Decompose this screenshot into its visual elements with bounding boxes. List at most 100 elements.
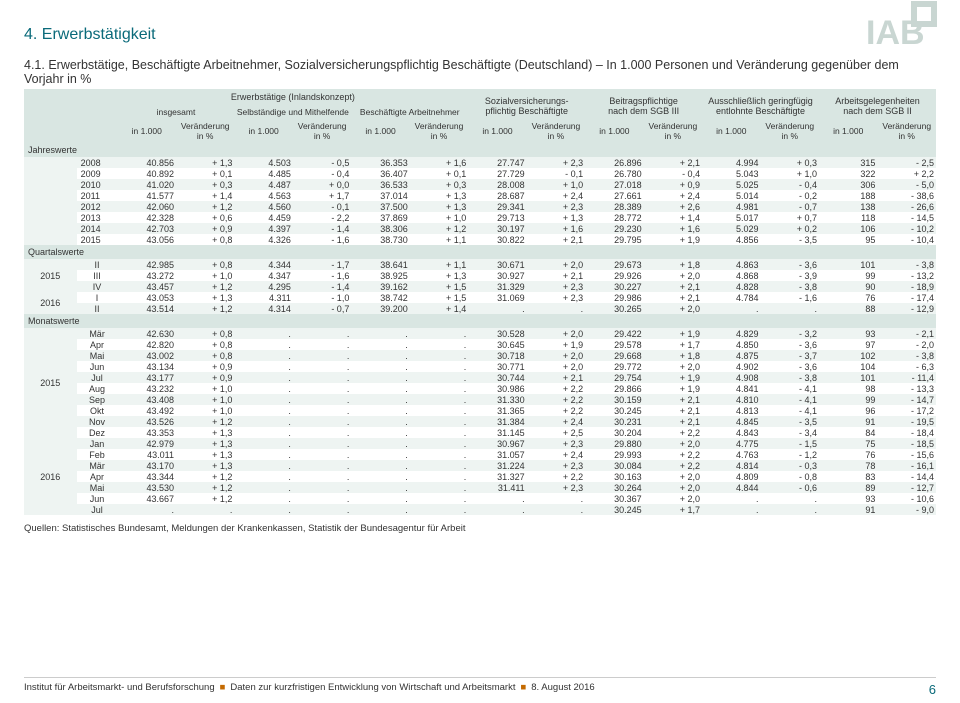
cell: + 2,4 <box>644 190 702 201</box>
cell: 76 <box>819 292 877 303</box>
cell: 4.850 <box>702 339 760 350</box>
cell: 93 <box>819 328 877 339</box>
cell: + 1,1 <box>410 259 468 270</box>
cell: 5.043 <box>702 168 760 179</box>
cell: . <box>293 416 351 427</box>
section-header: Jahreswerte <box>24 143 936 157</box>
cell: + 2,1 <box>644 281 702 292</box>
cell: + 0,3 <box>410 179 468 190</box>
cell: + 1,0 <box>527 179 585 190</box>
cell: 78 <box>819 460 877 471</box>
cell: + 0,7 <box>761 212 819 223</box>
table-row: 200940.892+ 0,14.485- 0,436.407+ 0,127.7… <box>24 168 936 179</box>
cell: . <box>351 383 409 394</box>
cell: 322 <box>819 168 877 179</box>
cell: 96 <box>819 405 877 416</box>
cell: 4.326 <box>234 234 292 245</box>
cell: 30.967 <box>468 438 526 449</box>
cell: 29.986 <box>585 292 643 303</box>
cell: . <box>293 383 351 394</box>
cell: 30.264 <box>585 482 643 493</box>
row-label: Jun <box>77 493 118 504</box>
cell: + 1,3 <box>410 270 468 281</box>
cell: + 1,9 <box>644 328 702 339</box>
cell: - 3,5 <box>761 416 819 427</box>
cell: - 1,4 <box>293 281 351 292</box>
cell: + 2,3 <box>527 460 585 471</box>
table-row: Jun43.134+ 0,9....30.771+ 2,029.772+ 2,0… <box>24 361 936 372</box>
cell: 28.687 <box>468 190 526 201</box>
cell: + 1,3 <box>176 292 234 303</box>
cell: + 2,1 <box>644 157 702 168</box>
cell: 4.813 <box>702 405 760 416</box>
cell: . <box>351 427 409 438</box>
cell: 42.703 <box>118 223 176 234</box>
cell: + 2,3 <box>527 157 585 168</box>
cell: 30.231 <box>585 416 643 427</box>
cell: 76 <box>819 449 877 460</box>
iab-logo: IAB <box>864 0 938 54</box>
header-row-groups: Erwerbstätige (Inlandskonzept) Sozialver… <box>24 89 936 105</box>
cell: 75 <box>819 438 877 449</box>
cell: . <box>293 328 351 339</box>
year-group: 2016 <box>24 438 77 515</box>
cell: - 18,5 <box>877 438 936 449</box>
cell: 4.828 <box>702 281 760 292</box>
row-label: Jan <box>77 438 118 449</box>
cell: 31.330 <box>468 394 526 405</box>
cell: 30.671 <box>468 259 526 270</box>
table-row: Sep43.408+ 1,0....31.330+ 2,230.159+ 2,1… <box>24 394 936 405</box>
cell: - 0,1 <box>527 168 585 179</box>
cell: 4.814 <box>702 460 760 471</box>
cell: 188 <box>819 190 877 201</box>
cell: 30.204 <box>585 427 643 438</box>
cell: . <box>234 383 292 394</box>
cell: - 26,6 <box>877 201 936 212</box>
cell: . <box>293 438 351 449</box>
cell: . <box>234 438 292 449</box>
cell: + 0,8 <box>176 350 234 361</box>
cell: 4.763 <box>702 449 760 460</box>
cell: + 0,1 <box>176 168 234 179</box>
cell: 38.306 <box>351 223 409 234</box>
cell: + 2,4 <box>527 416 585 427</box>
cell: 4.981 <box>702 201 760 212</box>
cell: 31.365 <box>468 405 526 416</box>
cell: + 1,2 <box>176 471 234 482</box>
cell: 38.742 <box>351 292 409 303</box>
table-row: III43.272+ 1,04.347- 1,638.925+ 1,330.92… <box>24 270 936 281</box>
cell: + 2,0 <box>644 361 702 372</box>
cell: . <box>351 416 409 427</box>
cell: + 1,7 <box>644 504 702 515</box>
cell: 36.353 <box>351 157 409 168</box>
row-label: Mai <box>77 350 118 361</box>
cell: . <box>234 405 292 416</box>
header-row-units: in 1.000Veränderung in % in 1.000Verände… <box>24 119 936 143</box>
cell: 30.718 <box>468 350 526 361</box>
cell: 4.459 <box>234 212 292 223</box>
section-heading: 4. Erwerbstätigkeit <box>24 26 936 44</box>
cell: - 0,3 <box>761 460 819 471</box>
cell: 29.341 <box>468 201 526 212</box>
table-row: Jul........30.245+ 1,7..91- 9,0 <box>24 504 936 515</box>
table-row: Apr42.820+ 0,8....30.645+ 1,929.578+ 1,7… <box>24 339 936 350</box>
cell: . <box>468 303 526 314</box>
cell: + 1,9 <box>527 339 585 350</box>
cell: . <box>293 372 351 383</box>
cell: 31.224 <box>468 460 526 471</box>
cell: 4.311 <box>234 292 292 303</box>
cell: . <box>234 339 292 350</box>
cell: 27.729 <box>468 168 526 179</box>
cell: + 0,3 <box>176 179 234 190</box>
cell: 29.754 <box>585 372 643 383</box>
section-header: Monatswerte <box>24 314 936 328</box>
cell: 28.008 <box>468 179 526 190</box>
cell: - 2,0 <box>877 339 936 350</box>
cell: . <box>293 482 351 493</box>
cell: 43.344 <box>118 471 176 482</box>
cell: - 17,4 <box>877 292 936 303</box>
cell: + 2,0 <box>644 303 702 314</box>
cell: 30.163 <box>585 471 643 482</box>
cell: + 2,0 <box>527 259 585 270</box>
cell: + 2,5 <box>527 427 585 438</box>
